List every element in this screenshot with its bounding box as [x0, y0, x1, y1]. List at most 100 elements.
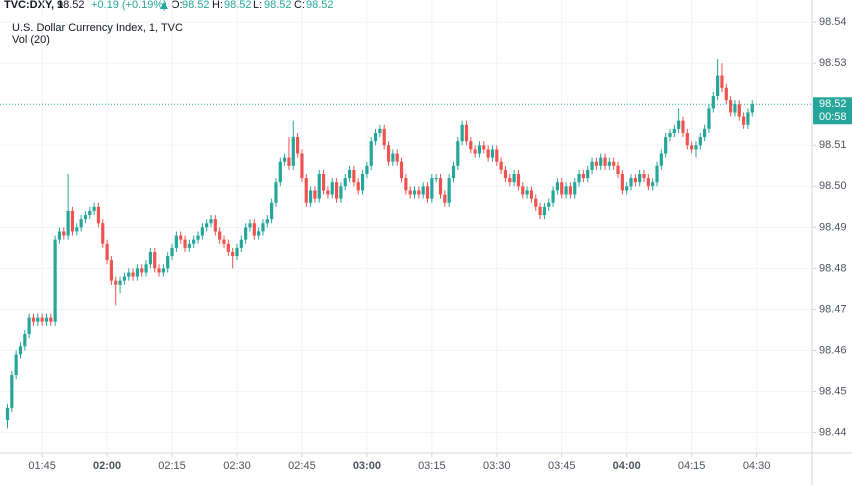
- candle-body: [456, 141, 460, 166]
- candle-body: [343, 178, 347, 187]
- candle-body: [205, 223, 209, 228]
- candle-body: [694, 145, 698, 150]
- candle-body: [460, 124, 464, 142]
- candle-body: [274, 182, 278, 203]
- y-tick-label: 98.44: [819, 426, 847, 438]
- candle-body: [464, 124, 469, 142]
- candle-body: [365, 165, 369, 175]
- candle-body: [135, 268, 139, 277]
- candle-body: [521, 186, 525, 195]
- candle-body: [542, 206, 547, 216]
- candle-body: [399, 161, 404, 179]
- candle-body: [252, 223, 256, 236]
- y-tick-label: 98.48: [819, 262, 847, 274]
- x-tick-label: 02:15: [158, 460, 186, 472]
- candle-body: [581, 174, 585, 179]
- candle-body: [140, 268, 144, 273]
- candle-body: [516, 174, 521, 187]
- candle-body: [642, 174, 646, 179]
- candle-body: [196, 235, 200, 240]
- y-tick-label: 98.50: [819, 180, 847, 192]
- candle-body: [40, 317, 44, 322]
- candle-body: [36, 317, 40, 322]
- candle-body: [499, 161, 503, 170]
- candle-body: [231, 251, 235, 257]
- candle-body: [677, 120, 681, 129]
- candle-body: [309, 190, 313, 203]
- candle-body: [218, 231, 222, 240]
- candle-body: [508, 178, 512, 183]
- candle-body: [573, 182, 577, 195]
- grid: [0, 0, 812, 453]
- candle-body: [66, 210, 70, 236]
- candle-body: [18, 346, 23, 355]
- candle-body: [681, 120, 685, 133]
- candle-body: [347, 169, 352, 179]
- candle-body: [44, 317, 49, 322]
- high-value: 98.52: [224, 0, 252, 11]
- candle-body: [352, 169, 356, 183]
- candle-body: [14, 354, 18, 376]
- candle-body: [720, 75, 724, 88]
- candle-body: [568, 186, 572, 195]
- candle-body: [616, 165, 620, 175]
- candle-body: [79, 219, 83, 228]
- candle-body: [733, 104, 737, 113]
- candle-body: [70, 210, 75, 232]
- candle-body: [213, 219, 217, 232]
- candle-body: [703, 128, 707, 138]
- low-value: 98.52: [264, 0, 292, 11]
- candle-body: [638, 174, 642, 183]
- x-tick-label: 03:45: [548, 460, 576, 472]
- candle-body: [148, 251, 152, 265]
- candle-body: [421, 186, 425, 195]
- countdown: 00:58: [819, 111, 847, 123]
- candle-body: [742, 116, 746, 125]
- candle-body: [729, 100, 733, 113]
- y-tick-label: 98.53: [819, 57, 847, 69]
- candle-body: [317, 174, 321, 199]
- y-tick-label: 98.51: [819, 139, 847, 151]
- candle-body: [451, 165, 456, 179]
- candle-body: [270, 202, 274, 220]
- candle-body: [339, 186, 343, 199]
- candle-body: [300, 153, 304, 179]
- candle-body: [360, 174, 365, 191]
- candle-body: [599, 157, 603, 166]
- candle-body: [356, 182, 360, 191]
- candle-body: [101, 223, 105, 244]
- close-label: C:: [294, 0, 305, 11]
- candle-body: [625, 186, 629, 191]
- x-tick-label: 03:15: [418, 460, 446, 472]
- y-tick-label: 98.45: [819, 385, 847, 397]
- candle-body: [746, 112, 750, 125]
- candle-body: [560, 182, 564, 195]
- candle-body: [391, 153, 395, 162]
- candle-body: [525, 190, 529, 195]
- candle-body: [287, 157, 291, 166]
- close-value: 98.52: [306, 0, 334, 11]
- x-tick-label: 04:00: [613, 460, 641, 472]
- candle-body: [659, 153, 663, 166]
- candle-body: [594, 161, 598, 166]
- candle-body: [490, 149, 495, 158]
- candle-body: [395, 153, 399, 162]
- x-tick-label: 03:00: [353, 460, 381, 472]
- candle-body: [57, 231, 62, 240]
- candle-body: [122, 276, 127, 281]
- candle-body: [222, 239, 226, 244]
- candle-body: [646, 178, 650, 187]
- candle-body: [629, 178, 633, 187]
- open-label: O:: [171, 0, 183, 11]
- candle-body: [92, 206, 96, 211]
- candle-body: [96, 206, 101, 224]
- candle-body: [187, 243, 191, 248]
- candle-body: [586, 169, 590, 179]
- candle-body: [590, 161, 594, 170]
- candle-body: [144, 264, 148, 273]
- candle-body: [473, 149, 477, 154]
- candle-body: [114, 280, 118, 285]
- change: +0.19 (+0.19%): [91, 0, 167, 11]
- candle-body: [174, 235, 178, 248]
